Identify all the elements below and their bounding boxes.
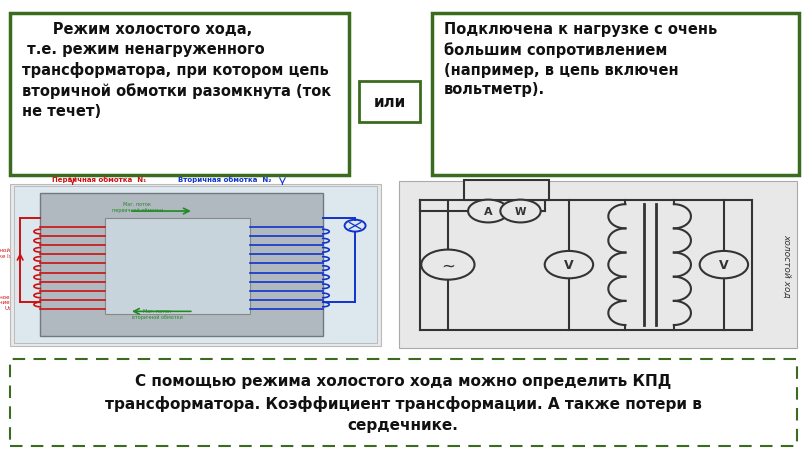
Polygon shape [105,218,250,314]
Text: С помощью режима холостого хода можно определить КПД
трансформатора. Коэффициент: С помощью режима холостого хода можно оп… [105,374,701,432]
Circle shape [545,251,593,278]
Circle shape [500,200,541,223]
Text: Режим холостого хода,
 т.е. режим ненагруженного
трансформатора, при котором цеп: Режим холостого хода, т.е. режим ненагру… [22,22,331,118]
Text: ~: ~ [441,258,455,275]
Circle shape [700,251,748,278]
Text: Вторичная обмотка  N₂: Вторичная обмотка N₂ [178,177,271,183]
Polygon shape [40,193,323,337]
FancyBboxPatch shape [432,14,799,175]
Text: Входное
напряжение
U₁: Входное напряжение U₁ [0,294,10,310]
FancyBboxPatch shape [10,184,381,346]
Circle shape [468,200,508,223]
Text: A: A [484,207,492,217]
Text: V: V [719,258,729,272]
FancyBboxPatch shape [14,187,377,344]
Text: холостой ход: холостой ход [782,233,792,297]
Text: Ток в первичной
обмотке I₁: Ток в первичной обмотке I₁ [0,247,10,258]
FancyBboxPatch shape [359,82,420,123]
FancyBboxPatch shape [464,180,549,201]
FancyBboxPatch shape [10,14,349,175]
FancyBboxPatch shape [10,359,797,446]
Text: Маг. поток
вторичной обмотки: Маг. поток вторичной обмотки [132,308,183,319]
Circle shape [421,250,475,280]
Text: V: V [564,258,574,272]
FancyBboxPatch shape [399,182,797,348]
Text: Подключена к нагрузке с очень
большим сопротивлением
(например, в цепь включен
в: Подключена к нагрузке с очень большим со… [444,22,717,97]
Text: или: или [374,95,405,110]
Text: Первичная обмотка  N₁: Первичная обмотка N₁ [52,177,147,183]
Text: Маг. поток
первичной обмотки: Маг. поток первичной обмотки [111,202,163,212]
Text: W: W [515,207,526,217]
